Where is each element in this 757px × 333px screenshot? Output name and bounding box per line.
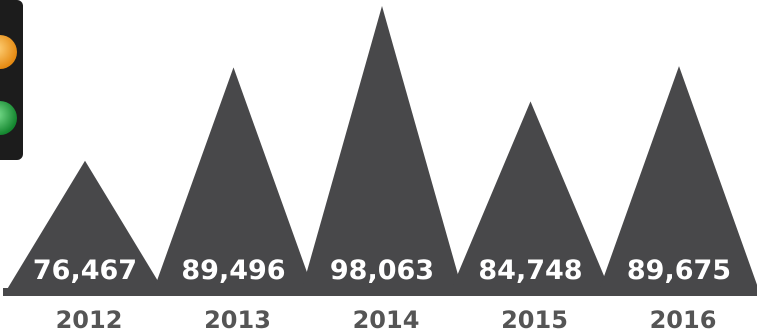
- traffic-light-green-lamp: [0, 101, 17, 135]
- value-label-2016: 89,675: [627, 255, 731, 286]
- value-label-2015: 84,748: [478, 255, 582, 286]
- traffic-light-amber-lamp: [0, 35, 17, 69]
- category-labels-group: 2012 2013 2014 2015 2016: [56, 306, 717, 333]
- category-label-2013: 2013: [204, 306, 271, 333]
- category-label-2016: 2016: [650, 306, 717, 333]
- value-label-2012: 76,467: [33, 255, 137, 286]
- category-label-2012: 2012: [56, 306, 123, 333]
- value-label-2014: 98,063: [330, 255, 434, 286]
- bar-2012: [3, 160, 167, 296]
- category-label-2014: 2014: [353, 306, 420, 333]
- value-label-2013: 89,496: [181, 255, 285, 286]
- chart-baseline: [3, 288, 754, 296]
- value-labels-group: 76,467 89,496 98,063 84,748 89,675: [33, 255, 731, 286]
- bar-2015: [448, 101, 613, 296]
- bar-2013: [151, 67, 316, 296]
- bars-group: [3, 6, 757, 296]
- bar-2016: [597, 66, 757, 296]
- traffic-light-icon: [0, 0, 23, 160]
- category-label-2015: 2015: [501, 306, 568, 333]
- bar-2014: [300, 6, 464, 296]
- traffic-light-housing: [0, 0, 23, 160]
